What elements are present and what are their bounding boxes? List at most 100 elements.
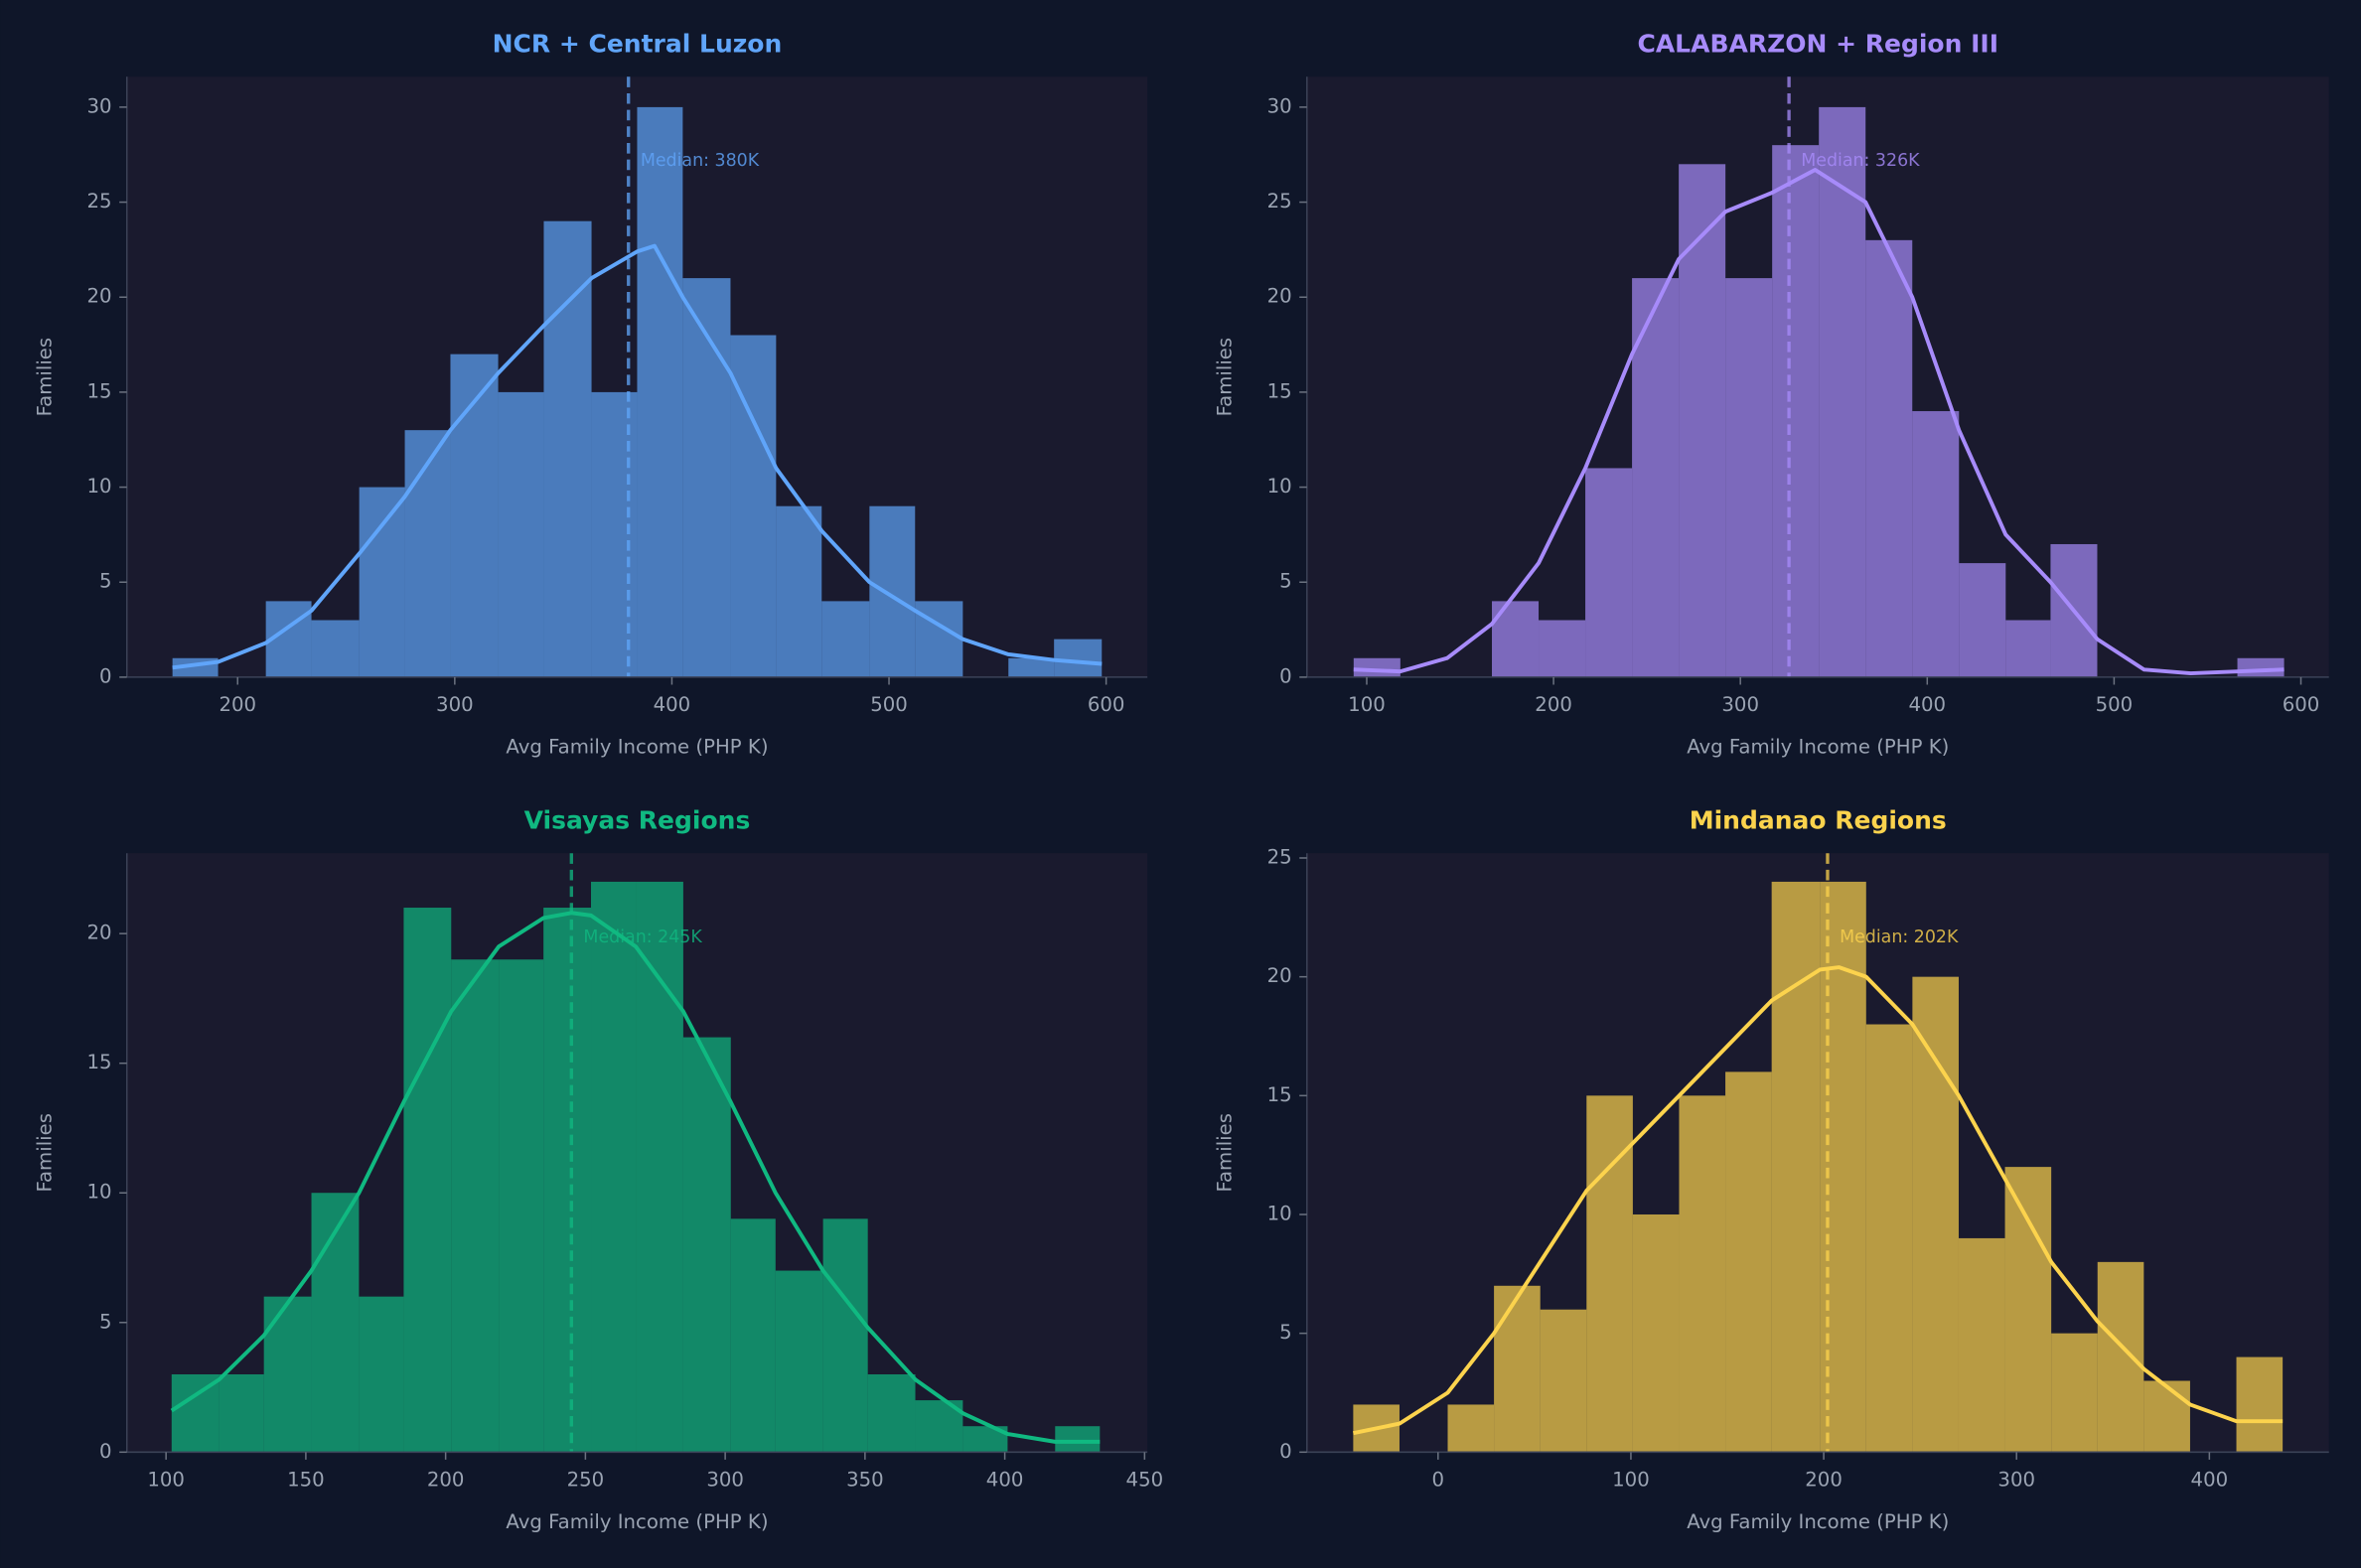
y-tick-label: 10 bbox=[87, 475, 112, 498]
bar bbox=[821, 601, 870, 677]
bar bbox=[776, 505, 822, 677]
median-label: Median: 326K bbox=[1801, 151, 1920, 171]
x-tick-label: 300 bbox=[436, 693, 474, 716]
x-tick-label: 500 bbox=[2096, 693, 2134, 716]
bar bbox=[591, 391, 638, 677]
bar bbox=[1772, 145, 1820, 677]
x-tick-label: 0 bbox=[1432, 1469, 1445, 1492]
bar bbox=[682, 1037, 731, 1453]
y-tick-label: 15 bbox=[87, 379, 112, 402]
bar bbox=[1055, 1426, 1101, 1453]
bar bbox=[682, 278, 731, 677]
bar bbox=[1353, 657, 1401, 677]
bar bbox=[591, 881, 637, 1453]
bar bbox=[1819, 106, 1866, 677]
bar bbox=[775, 1270, 823, 1453]
bar bbox=[636, 881, 683, 1453]
y-tick-label: 20 bbox=[1267, 964, 1292, 987]
x-tick-label: 450 bbox=[1126, 1469, 1164, 1492]
x-tick-label: 300 bbox=[1997, 1469, 2035, 1492]
y-tick-label: 25 bbox=[1267, 845, 1292, 868]
x-tick-label: 400 bbox=[2191, 1469, 2229, 1492]
bar bbox=[1912, 976, 1959, 1453]
bar bbox=[359, 487, 405, 677]
bar bbox=[404, 430, 451, 677]
x-tick-label: 600 bbox=[1088, 693, 1125, 716]
bar bbox=[730, 1218, 776, 1453]
bar bbox=[867, 1373, 916, 1453]
x-axis-label: Avg Family Income (PHP K) bbox=[1687, 736, 1949, 759]
y-tick-label: 0 bbox=[1279, 1440, 1292, 1463]
bar bbox=[1447, 1404, 1495, 1453]
panel-title: Visayas Regions bbox=[524, 805, 751, 834]
bar bbox=[1771, 881, 1821, 1453]
x-tick-label: 400 bbox=[986, 1469, 1024, 1492]
y-tick-label: 0 bbox=[1279, 664, 1292, 687]
bar bbox=[822, 1218, 868, 1453]
x-tick-label: 400 bbox=[654, 693, 691, 716]
kde-line bbox=[172, 243, 1103, 670]
bar bbox=[263, 1296, 312, 1453]
kde-line bbox=[170, 911, 1101, 1444]
median-label: Median: 245K bbox=[583, 927, 702, 947]
y-axis-label: Families bbox=[33, 338, 56, 417]
bar bbox=[2097, 1261, 2144, 1453]
y-tick-label: 20 bbox=[1267, 285, 1292, 308]
bar bbox=[359, 1296, 404, 1453]
bar bbox=[869, 505, 916, 677]
y-tick-label: 5 bbox=[1279, 1321, 1292, 1344]
y-tick-label: 25 bbox=[1267, 190, 1292, 213]
x-tick-label: 100 bbox=[147, 1469, 185, 1492]
x-tick-label: 500 bbox=[870, 693, 908, 716]
y-tick-label: 30 bbox=[87, 94, 112, 117]
bar bbox=[1586, 1095, 1633, 1453]
x-tick-label: 200 bbox=[427, 1469, 465, 1492]
bar bbox=[450, 354, 499, 677]
bar bbox=[2051, 1333, 2098, 1453]
x-tick-label: 200 bbox=[1535, 693, 1572, 716]
x-tick-label: 100 bbox=[1348, 693, 1386, 716]
bar bbox=[1539, 620, 1586, 677]
y-tick-label: 30 bbox=[1267, 94, 1292, 117]
bar bbox=[543, 908, 592, 1453]
y-axis-label: Families bbox=[1213, 338, 1236, 417]
y-tick-label: 5 bbox=[99, 570, 112, 593]
bar bbox=[637, 106, 683, 677]
bar bbox=[311, 1193, 360, 1453]
y-tick-label: 25 bbox=[87, 190, 112, 213]
bar bbox=[1959, 563, 2006, 677]
bar bbox=[1632, 1213, 1680, 1453]
y-tick-label: 20 bbox=[87, 285, 112, 308]
x-tick-label: 100 bbox=[1612, 1469, 1650, 1492]
median-label: Median: 380K bbox=[641, 151, 760, 171]
bar bbox=[451, 959, 500, 1453]
panel-title: NCR + Central Luzon bbox=[493, 29, 783, 58]
y-tick-label: 15 bbox=[1267, 379, 1292, 402]
y-tick-label: 0 bbox=[99, 664, 112, 687]
x-axis-label: Avg Family Income (PHP K) bbox=[1687, 1510, 1949, 1533]
median-label: Median: 202K bbox=[1840, 927, 1959, 947]
x-tick-label: 350 bbox=[846, 1469, 884, 1492]
y-axis-label: Families bbox=[33, 1113, 56, 1193]
x-tick-label: 250 bbox=[567, 1469, 605, 1492]
bar bbox=[915, 601, 963, 677]
bar bbox=[171, 1373, 220, 1453]
bar bbox=[1585, 468, 1633, 677]
y-tick-label: 0 bbox=[99, 1440, 112, 1463]
bar bbox=[1958, 1237, 2005, 1453]
bar bbox=[2236, 1356, 2284, 1453]
y-tick-label: 10 bbox=[87, 1181, 112, 1204]
y-tick-label: 15 bbox=[1267, 1083, 1292, 1106]
bar bbox=[1725, 278, 1773, 677]
y-tick-label: 15 bbox=[87, 1051, 112, 1073]
bar bbox=[2004, 1167, 2052, 1453]
bar bbox=[1679, 164, 1726, 677]
x-tick-label: 200 bbox=[219, 693, 256, 716]
kde-line bbox=[1353, 168, 2285, 676]
x-tick-label: 300 bbox=[1721, 693, 1759, 716]
bar bbox=[543, 220, 592, 677]
bar bbox=[219, 1373, 264, 1453]
bar bbox=[2143, 1380, 2190, 1453]
